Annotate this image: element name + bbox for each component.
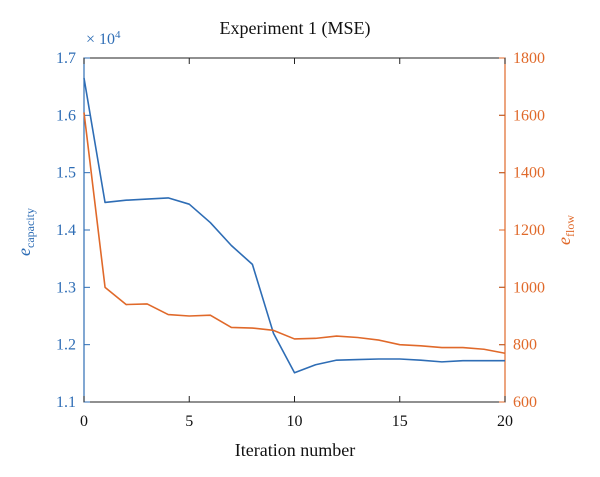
left-axis-ticks: 1.1 1.2 1.3 1.4 1.5 1.6 1.7 <box>56 50 505 411</box>
left-axis-multiplier-prefix: × 10 <box>86 31 115 48</box>
left-axis-multiplier: × 104 <box>86 29 121 48</box>
x-axis-label: Iteration number <box>235 440 355 460</box>
x-tick-label: 15 <box>392 413 408 430</box>
x-tick-label: 20 <box>497 413 513 430</box>
x-tick-label: 5 <box>185 413 193 430</box>
left-axis-multiplier-exponent: 4 <box>115 29 121 41</box>
right-tick-label: 1800 <box>513 50 545 67</box>
right-tick-label: 600 <box>513 394 537 411</box>
left-axis-label-sub: capacity <box>23 208 37 248</box>
right-tick-label: 1600 <box>513 107 545 124</box>
flow-series-line <box>83 112 506 355</box>
right-axis-label: eflow <box>554 215 577 245</box>
left-tick-label: 1.5 <box>56 165 76 182</box>
right-tick-label: 1000 <box>513 279 545 296</box>
left-tick-label: 1.3 <box>56 279 76 296</box>
left-tick-label: 1.2 <box>56 337 76 354</box>
left-tick-label: 1.4 <box>56 222 76 239</box>
right-tick-label: 800 <box>513 337 537 354</box>
x-tick-label: 0 <box>80 413 88 430</box>
plot-frame <box>83 57 506 403</box>
capacity-series-line <box>83 77 505 374</box>
right-axis-ticks: 600 800 1000 1200 1400 1600 1800 <box>499 50 545 411</box>
right-tick-label: 1400 <box>513 165 545 182</box>
left-tick-label: 1.1 <box>56 394 76 411</box>
x-axis-ticks: 0 5 10 15 20 <box>80 58 513 430</box>
left-tick-label: 1.6 <box>56 107 76 124</box>
left-tick-label: 1.7 <box>56 50 76 67</box>
chart-title: Experiment 1 (MSE) <box>220 18 371 39</box>
left-axis-label-main: e <box>14 248 34 256</box>
left-axis-label: ecapacity <box>14 208 37 256</box>
x-tick-label: 10 <box>287 413 303 430</box>
series-layer <box>83 77 506 374</box>
right-axis-label-main: e <box>554 237 574 245</box>
right-axis-label-sub: flow <box>563 215 577 237</box>
right-tick-label: 1200 <box>513 222 545 239</box>
